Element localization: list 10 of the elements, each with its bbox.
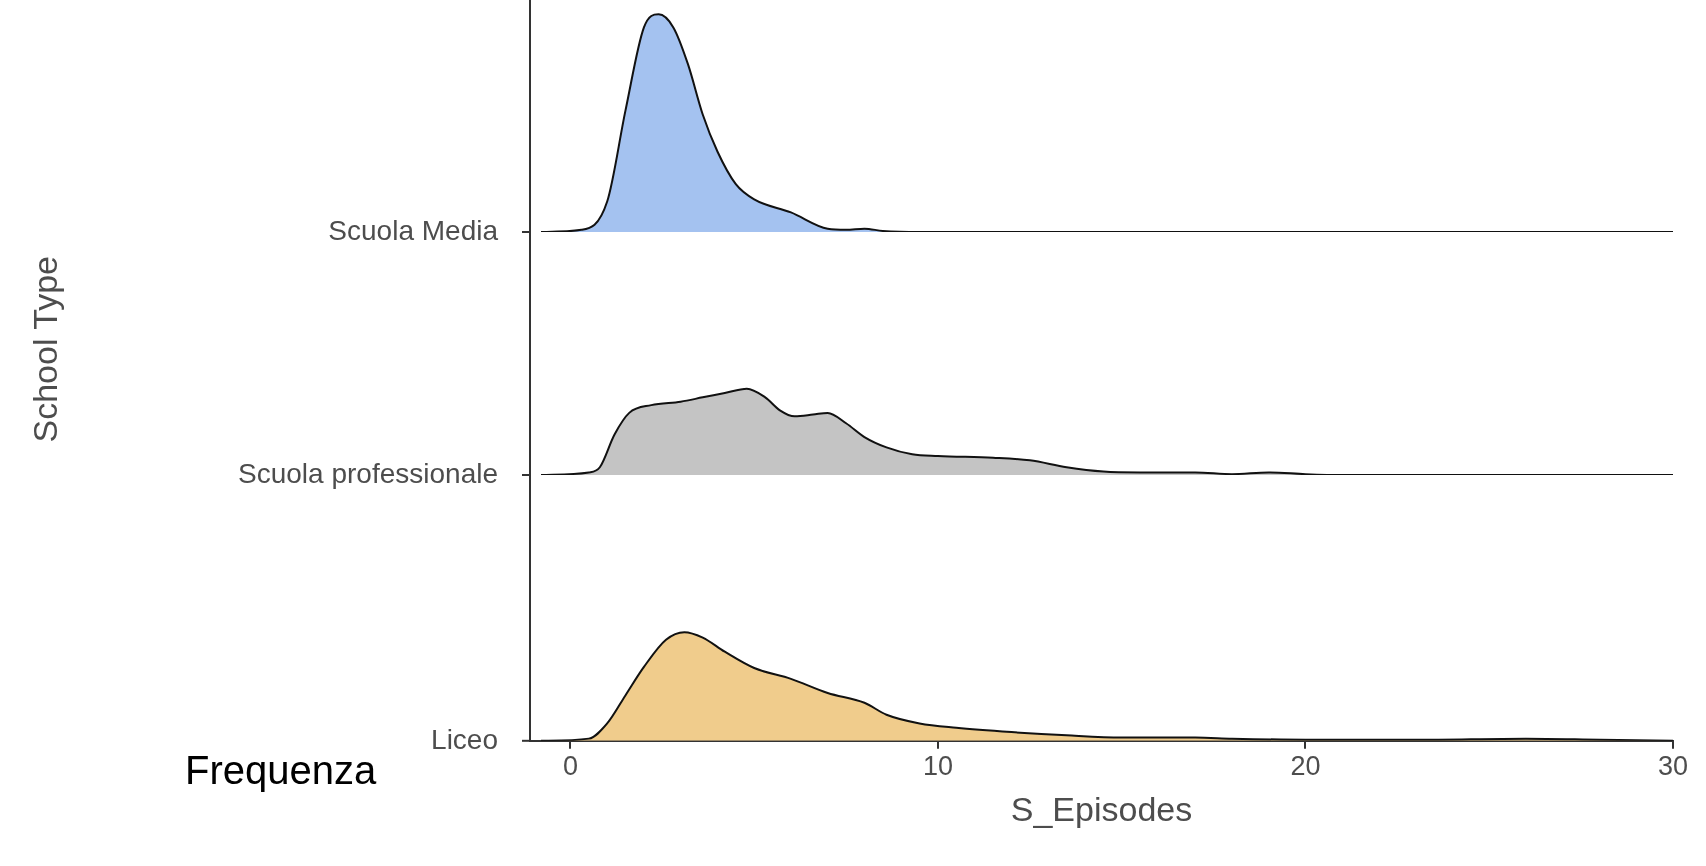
- x-tick-label: 0: [562, 751, 578, 782]
- y-axis-title: Liceo: [431, 723, 498, 755]
- text: Frequenza: [185, 748, 377, 793]
- x-tick-label: 20: [1290, 751, 1321, 782]
- y-axis-title: Scuola Media: [328, 214, 499, 246]
- y-axis-title: Scuola professionale: [238, 457, 498, 489]
- x-tick-label: 30: [1657, 751, 1689, 782]
- x-tick-label: 10: [922, 751, 953, 782]
- x-axis-title: S_Episodes: [1010, 789, 1193, 828]
- text: School Type: [26, 255, 65, 443]
